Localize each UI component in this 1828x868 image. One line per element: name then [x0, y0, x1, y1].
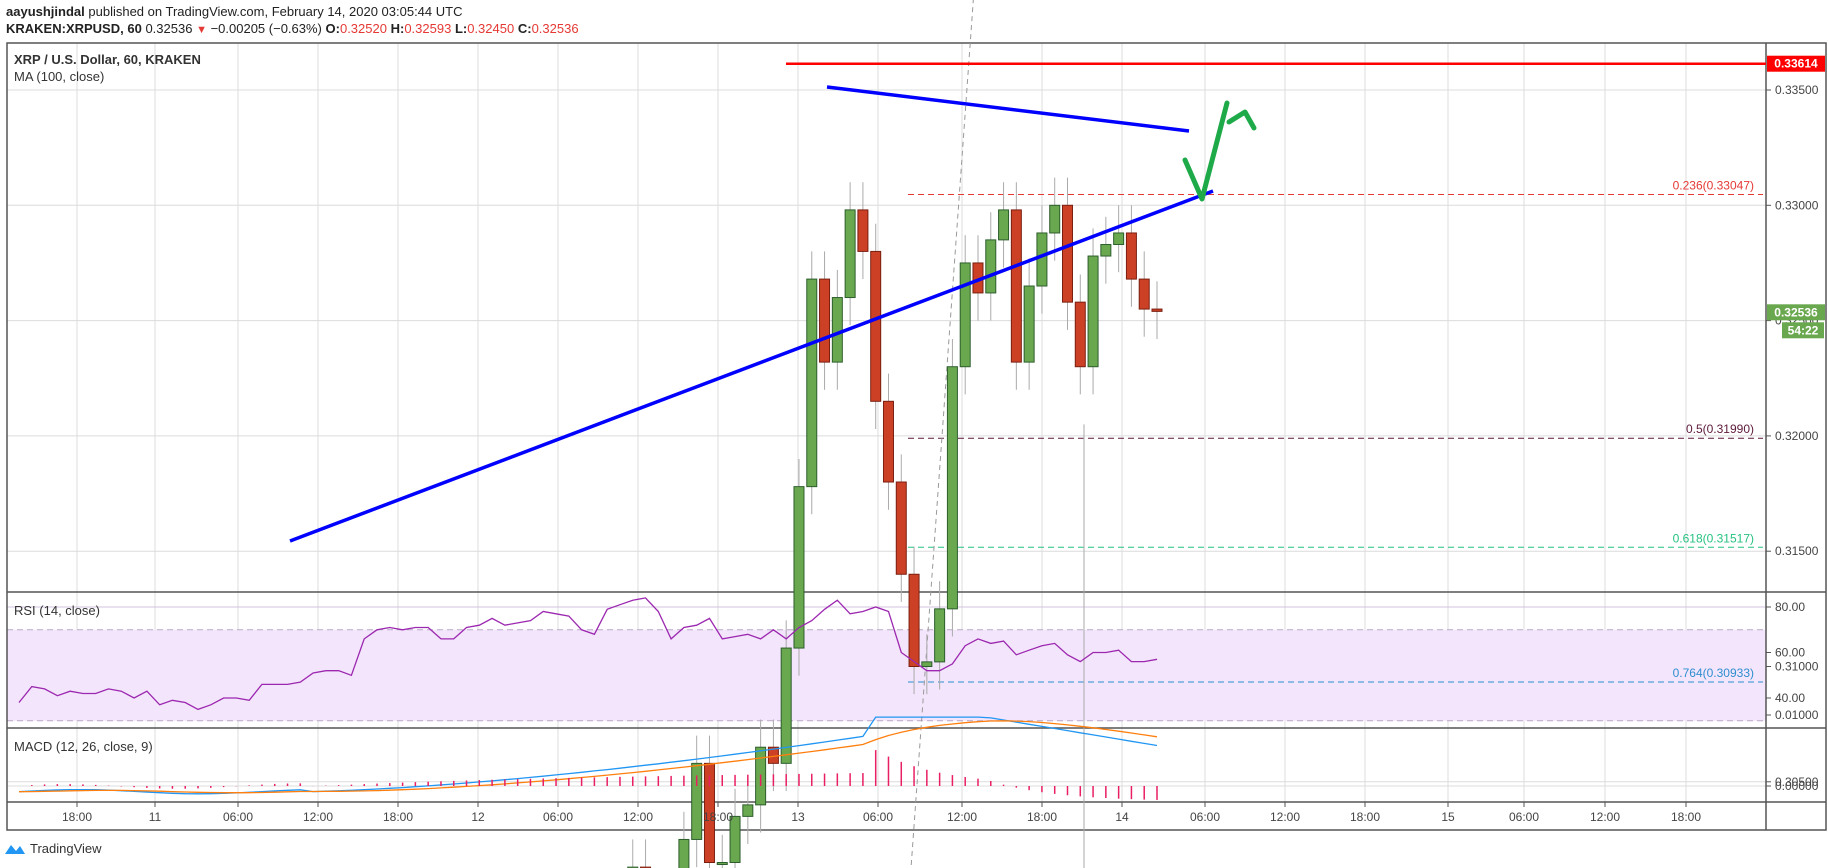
- fib-label: 0.5(0.31990): [1686, 422, 1754, 436]
- svg-text:14: 14: [1115, 810, 1129, 824]
- author-name[interactable]: aayushjindal: [6, 4, 85, 19]
- svg-text:12: 12: [471, 810, 485, 824]
- macd-legend: MACD (12, 26, close, 9): [14, 739, 153, 754]
- ohlc-bar: KRAKEN:XRPUSD, 60 0.32536 ▼ −0.00205 (−0…: [6, 21, 579, 36]
- publish-info: aayushjindal published on TradingView.co…: [6, 4, 462, 19]
- forecast-arrow-icon: [1182, 100, 1257, 202]
- fib-label: 0.236(0.33047): [1673, 178, 1754, 192]
- svg-text:12:00: 12:00: [623, 810, 653, 824]
- svg-text:06:00: 06:00: [1190, 810, 1220, 824]
- triangle-resistance-line[interactable]: [826, 85, 1190, 133]
- rsi-legend: RSI (14, close): [14, 603, 100, 618]
- price-badge: [1782, 322, 1824, 339]
- svg-text:12:00: 12:00: [1270, 810, 1300, 824]
- svg-text:80.00: 80.00: [1775, 600, 1805, 614]
- svg-text:18:00: 18:00: [1027, 810, 1057, 824]
- low-value: 0.32450: [467, 21, 515, 36]
- price-change: −0.00205 (−0.63%): [210, 21, 322, 36]
- svg-text:60.00: 60.00: [1775, 646, 1805, 660]
- svg-text:13: 13: [791, 810, 805, 824]
- tradingview-brand[interactable]: TradingView: [4, 841, 102, 856]
- svg-text:12:00: 12:00: [1590, 810, 1620, 824]
- tradingview-logo-icon: [5, 844, 25, 854]
- svg-text:18:00: 18:00: [1671, 810, 1701, 824]
- price-badge: [1767, 304, 1825, 321]
- svg-text:0.33614: 0.33614: [1774, 57, 1818, 71]
- svg-text:15: 15: [1441, 810, 1455, 824]
- svg-text:54:22: 54:22: [1788, 323, 1819, 337]
- svg-text:40.00: 40.00: [1775, 691, 1805, 705]
- svg-text:0.33000: 0.33000: [1775, 198, 1819, 212]
- svg-text:0.30500: 0.30500: [1775, 775, 1819, 789]
- low-label: L:: [454, 21, 468, 36]
- open-label: O:: [325, 21, 340, 36]
- svg-text:0.31500: 0.31500: [1775, 544, 1819, 558]
- close-label: C:: [517, 21, 532, 36]
- open-value: 0.32520: [339, 21, 387, 36]
- high-label: H:: [390, 21, 405, 36]
- svg-text:06:00: 06:00: [543, 810, 573, 824]
- svg-text:0.01000: 0.01000: [1775, 708, 1819, 722]
- macd-line: [18, 716, 1158, 795]
- high-value: 0.32593: [404, 21, 452, 36]
- svg-text:0.31000: 0.31000: [1775, 660, 1819, 674]
- svg-text:06:00: 06:00: [863, 810, 893, 824]
- main-pane-title: XRP / U.S. Dollar, 60, KRAKEN: [14, 52, 201, 67]
- svg-text:18:00: 18:00: [703, 810, 733, 824]
- svg-text:0.32000: 0.32000: [1775, 429, 1819, 443]
- brand-label: TradingView: [30, 841, 102, 856]
- rsi-line: [18, 597, 1158, 711]
- svg-text:06:00: 06:00: [1509, 810, 1539, 824]
- svg-text:0.00000: 0.00000: [1775, 779, 1819, 793]
- svg-text:12:00: 12:00: [947, 810, 977, 824]
- down-triangle-icon: ▼: [196, 24, 207, 36]
- svg-text:06:00: 06:00: [223, 810, 253, 824]
- svg-text:12:00: 12:00: [303, 810, 333, 824]
- last-price: 0.32536: [145, 21, 193, 36]
- svg-text:18:00: 18:00: [383, 810, 413, 824]
- rsi-band: [7, 629, 1766, 721]
- symbol-label: KRAKEN:XRPUSD, 60: [6, 21, 142, 36]
- publish-text: published on TradingView.com, February 1…: [88, 4, 463, 19]
- bullish-trend-line[interactable]: [289, 189, 1214, 543]
- ma-legend: MA (100, close): [14, 69, 104, 84]
- candles: [627, 177, 1163, 868]
- fib-label: 0.764(0.30933): [1673, 666, 1754, 680]
- fib-label: 0.618(0.31517): [1673, 531, 1754, 545]
- svg-text:0.33500: 0.33500: [1775, 83, 1819, 97]
- svg-text:18:00: 18:00: [62, 810, 92, 824]
- svg-text:18:00: 18:00: [1350, 810, 1380, 824]
- close-value: 0.32536: [531, 21, 579, 36]
- signal-line: [18, 720, 1158, 794]
- svg-text:0.32536: 0.32536: [1774, 305, 1818, 319]
- price-badge: [1767, 55, 1825, 72]
- svg-text:11: 11: [149, 810, 162, 824]
